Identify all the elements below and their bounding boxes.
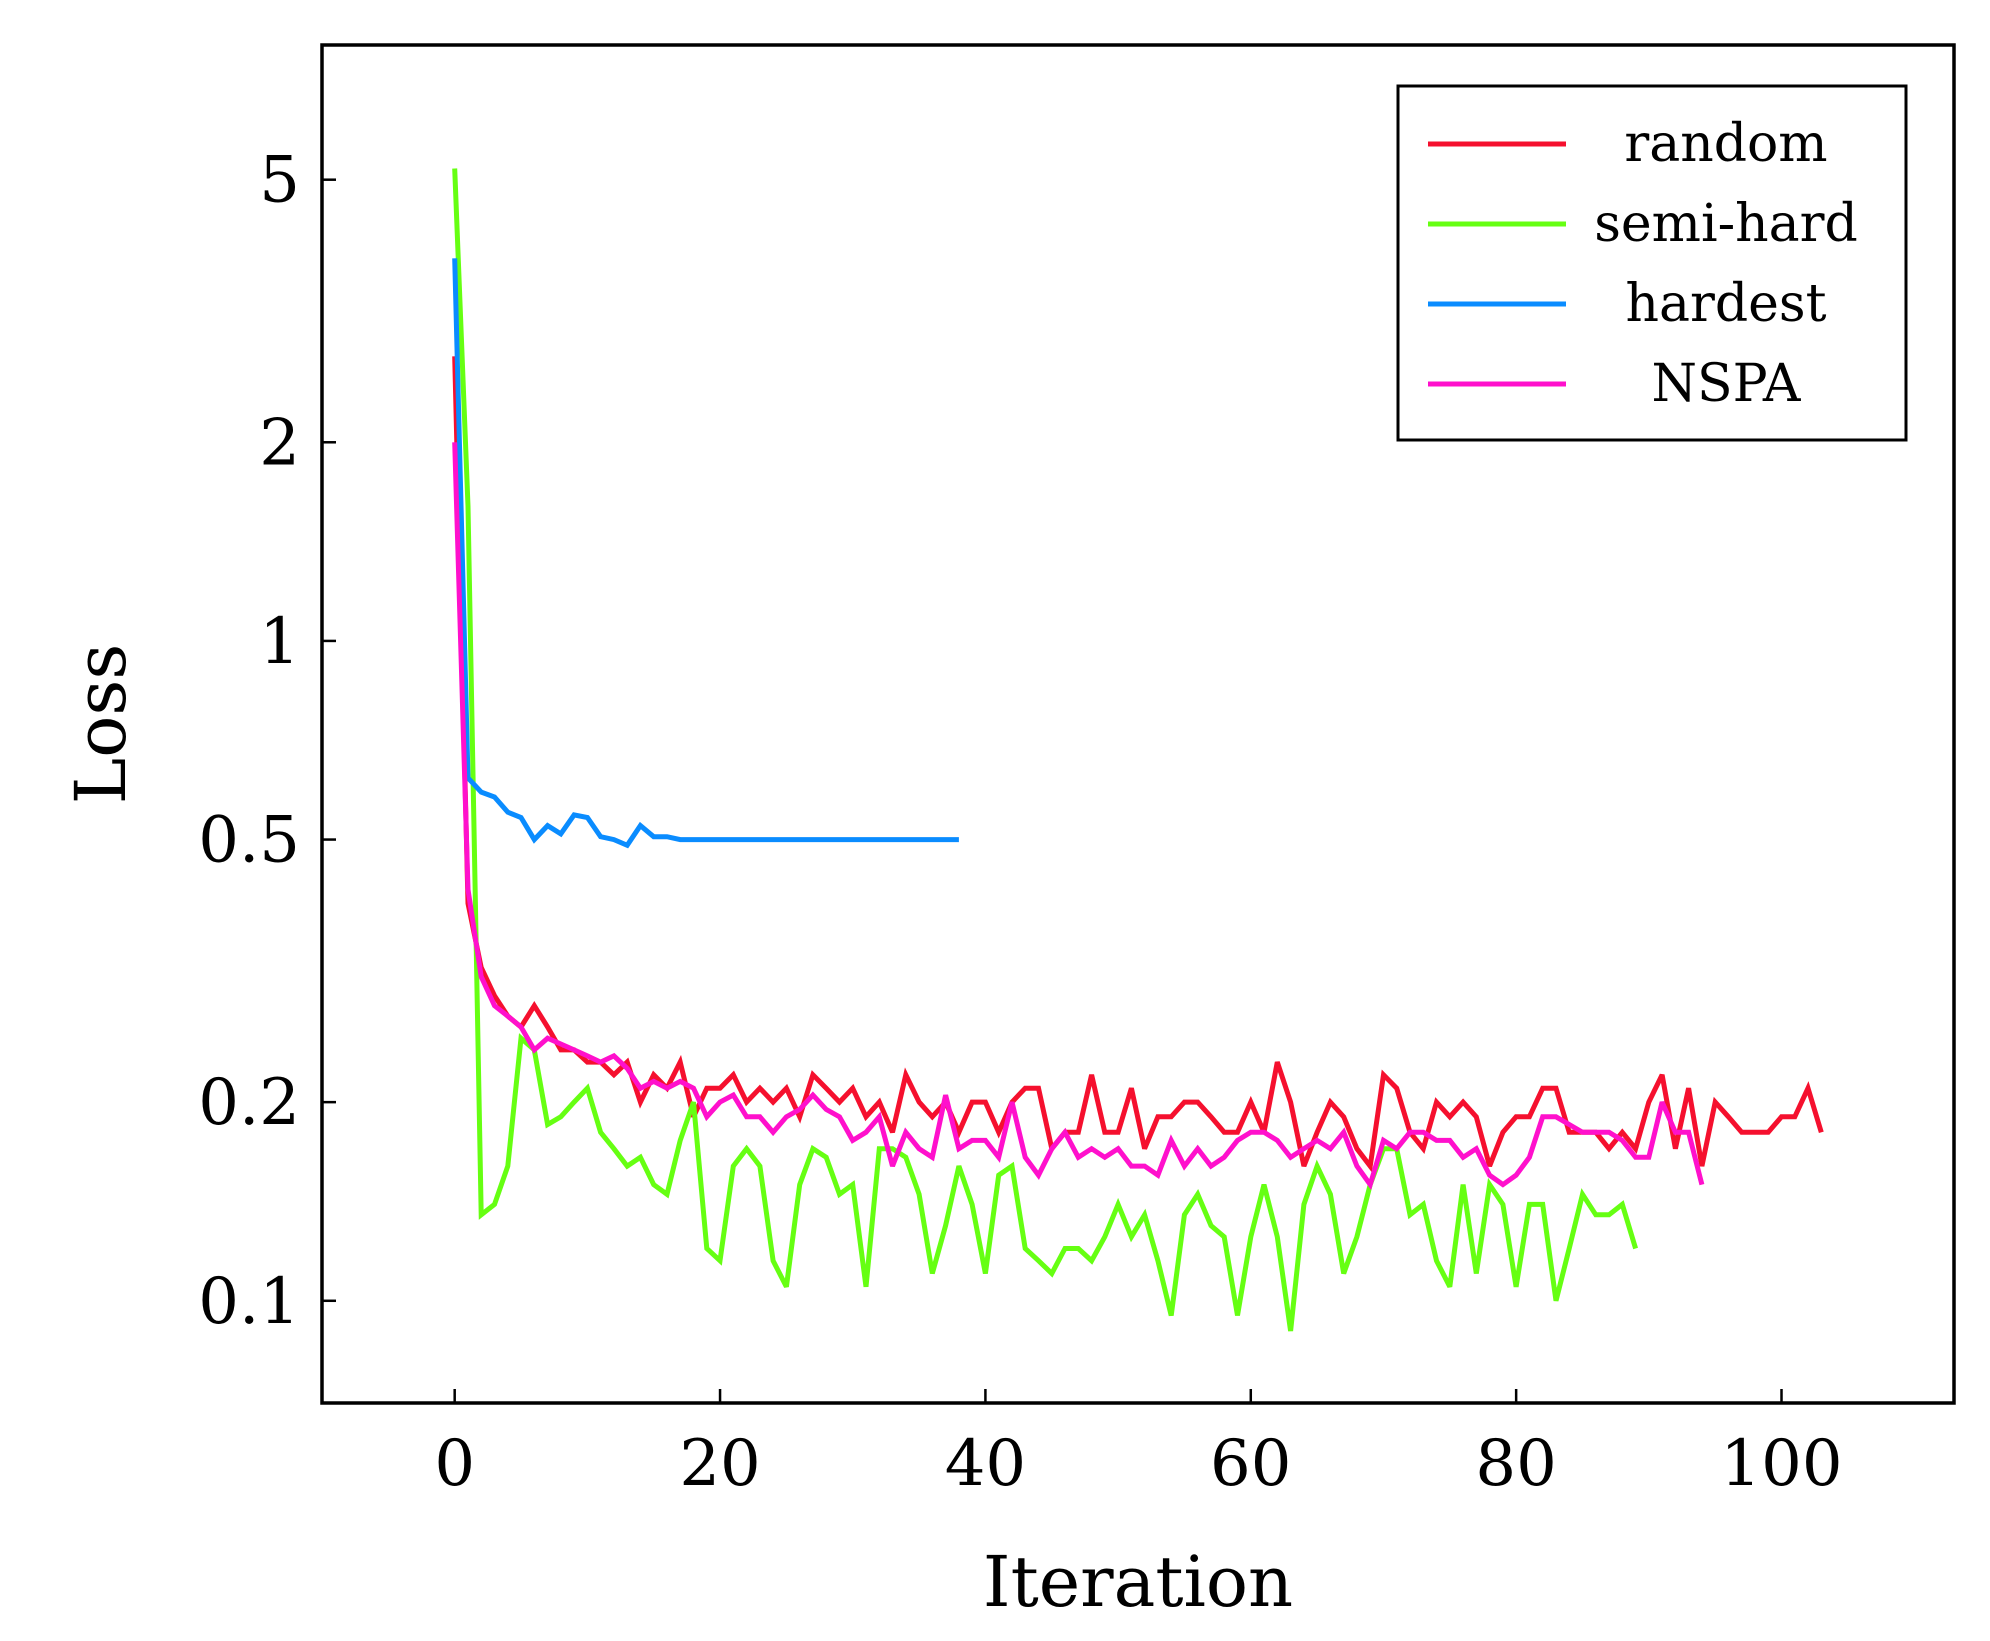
x-axis-ticks: 0 20 40 60 80 100 <box>434 1389 1843 1501</box>
series-line-nspa <box>452 442 1705 1191</box>
y-axis-title: Loss <box>60 644 142 804</box>
y-tick-label: 1 <box>259 605 300 679</box>
y-axis-ticks: 0.1 0.2 0.5 1 2 5 <box>198 144 336 1339</box>
x-tick-label: 80 <box>1475 1427 1556 1501</box>
series-line-random <box>452 356 1824 1173</box>
legend-label-semi-hard: semi-hard <box>1594 194 1858 254</box>
legend-label-random: random <box>1624 114 1827 174</box>
legend: random semi-hard hardest NSPA <box>1396 84 1908 442</box>
x-tick-label: 40 <box>945 1427 1026 1501</box>
legend-label-hardest: hardest <box>1626 274 1827 334</box>
y-tick-label: 0.5 <box>198 804 300 878</box>
plot-frame <box>320 43 1956 1405</box>
y-tick-label: 2 <box>259 406 300 480</box>
y-tick-label: 5 <box>259 144 300 218</box>
y-tick-label: 0.2 <box>198 1066 300 1140</box>
series-layer <box>452 168 1824 1332</box>
y-tick-label: 0.1 <box>198 1265 300 1339</box>
series-line-hardest <box>452 258 959 849</box>
x-tick-label: 20 <box>679 1427 760 1501</box>
x-tick-label: 60 <box>1210 1427 1291 1501</box>
x-tick-label: 0 <box>434 1427 475 1501</box>
series-line-semi-hard <box>452 168 1638 1332</box>
x-axis-title: Iteration <box>983 1541 1293 1623</box>
legend-label-nspa: NSPA <box>1652 354 1802 414</box>
x-tick-label: 100 <box>1720 1427 1842 1501</box>
